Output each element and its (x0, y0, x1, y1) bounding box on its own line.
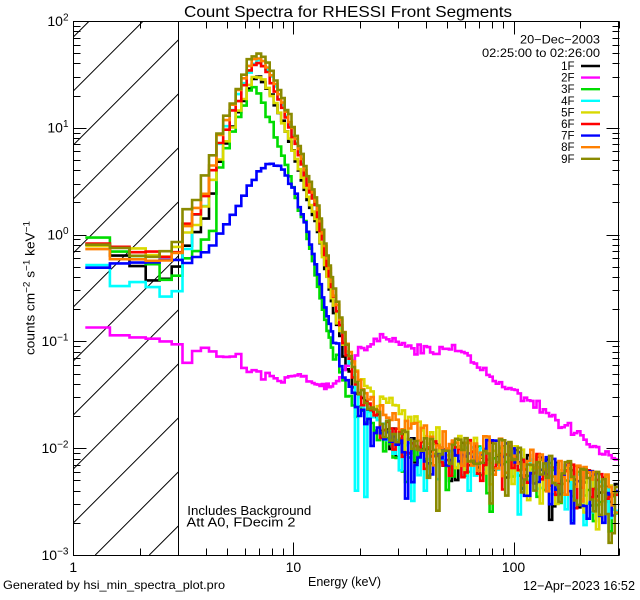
svg-text:5F: 5F (561, 107, 574, 119)
svg-text:02:25:00 to 02:26:00: 02:25:00 to 02:26:00 (482, 48, 600, 60)
svg-text:2F: 2F (561, 73, 574, 85)
svg-text:12−Apr−2023 16:52: 12−Apr−2023 16:52 (523, 579, 635, 593)
svg-text:1: 1 (69, 559, 77, 575)
svg-text:Count Spectra for RHESSI Front: Count Spectra for RHESSI Front Segments (184, 4, 512, 21)
svg-text:4F: 4F (561, 96, 574, 108)
svg-text:100: 100 (502, 559, 526, 575)
svg-text:7F: 7F (561, 131, 574, 143)
svg-text:9F: 9F (561, 154, 574, 166)
svg-text:Att A0, FDecim 2: Att A0, FDecim 2 (187, 516, 296, 530)
svg-text:8F: 8F (561, 142, 574, 154)
svg-text:counts cm−2 s−1 keV−1: counts cm−2 s−1 keV−1 (22, 221, 38, 355)
svg-text:10: 10 (286, 559, 302, 575)
svg-text:20−Dec−2003: 20−Dec−2003 (520, 34, 600, 46)
svg-text:6F: 6F (561, 119, 574, 131)
svg-text:3F: 3F (561, 84, 574, 96)
svg-text:Generated by hsi_min_spectra_p: Generated by hsi_min_spectra_plot.pro (3, 578, 225, 592)
svg-text:Includes Background: Includes Background (187, 504, 311, 518)
svg-text:1F: 1F (561, 61, 574, 73)
svg-text:Energy (keV): Energy (keV) (308, 575, 381, 589)
